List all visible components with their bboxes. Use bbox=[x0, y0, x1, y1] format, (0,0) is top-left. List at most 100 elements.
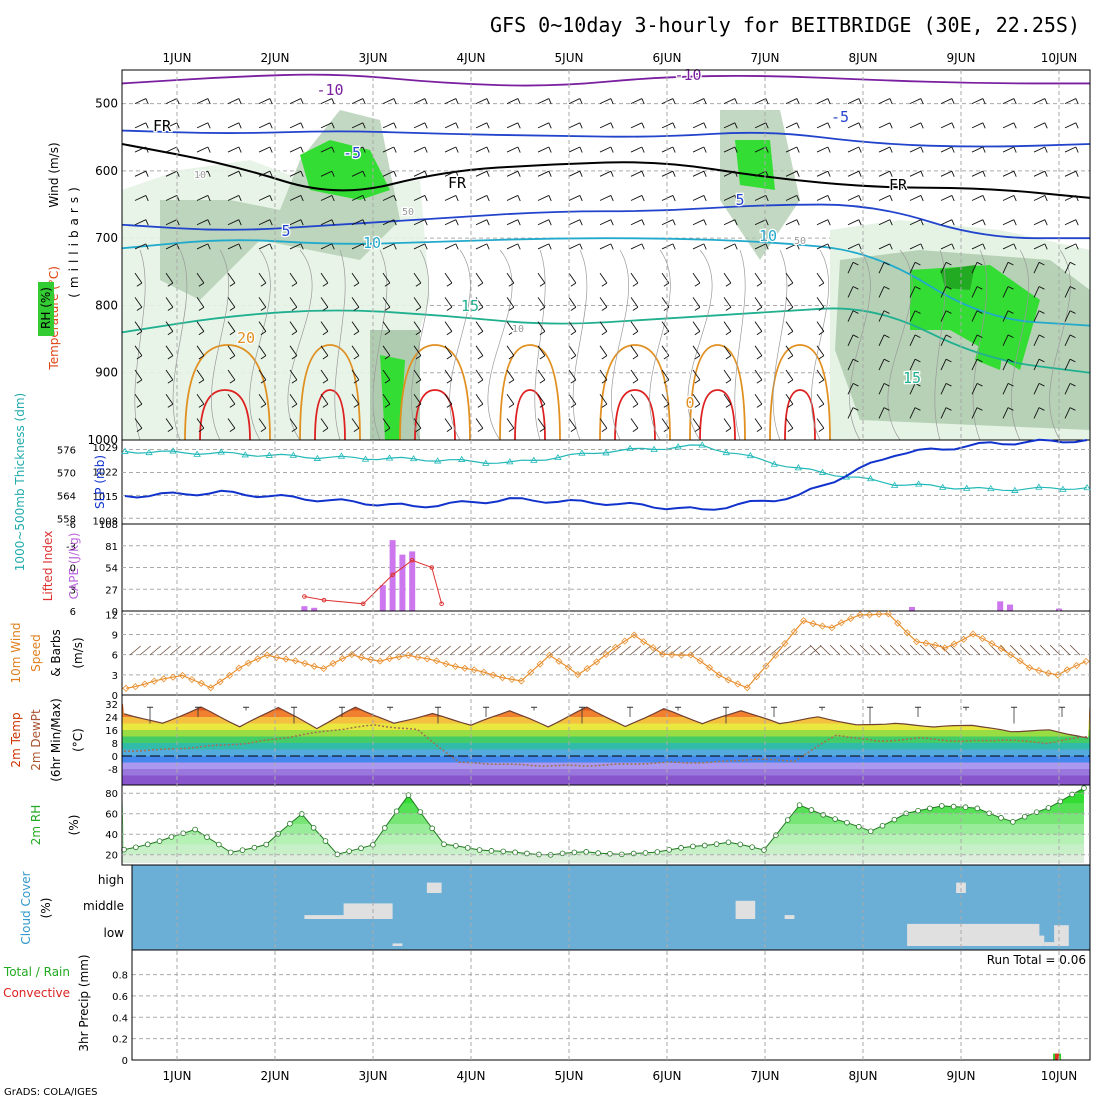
wind-barb-flag bbox=[353, 427, 360, 432]
wind-barb bbox=[134, 195, 147, 201]
rh-swatch bbox=[38, 282, 54, 336]
wind-barb-flag bbox=[1013, 146, 1017, 153]
wind-barb-flag bbox=[632, 306, 639, 311]
wind-barb bbox=[320, 170, 333, 177]
wind10-barb bbox=[329, 645, 341, 656]
wind-barb-flag bbox=[229, 379, 236, 384]
wind-barb-flag bbox=[1069, 334, 1076, 339]
wind-barb-flag bbox=[238, 195, 242, 202]
wind-barb bbox=[971, 383, 978, 395]
cape-tick: 81 bbox=[105, 542, 118, 553]
side-labels: Wind (m/s) Temperature (°C) RH (%) (mill… bbox=[3, 142, 107, 1051]
wind-barb bbox=[971, 243, 984, 250]
wind10-marker bbox=[922, 639, 930, 647]
wind-barb bbox=[661, 321, 670, 332]
label-precip-c: 3hr Precip (mm) bbox=[77, 954, 91, 1051]
wind-barb bbox=[599, 170, 612, 177]
wind-barb bbox=[320, 393, 329, 405]
wind10-marker bbox=[207, 684, 215, 692]
wind-barb-flag bbox=[167, 427, 174, 432]
wind-barb-flag bbox=[269, 243, 273, 250]
wind-barb-flag bbox=[291, 355, 298, 360]
date-label-bottom: 10JUN bbox=[1041, 1069, 1078, 1083]
wind-barb-flag bbox=[914, 334, 921, 339]
wind-barb-flag bbox=[796, 243, 800, 250]
wind-barb bbox=[351, 393, 360, 405]
wind-barb bbox=[320, 369, 329, 381]
wind-barb-flag bbox=[976, 310, 983, 314]
wind-barb bbox=[599, 195, 612, 201]
temp2m-line bbox=[123, 706, 1089, 739]
wind-barb-flag bbox=[694, 282, 701, 287]
wind-barb-flag bbox=[632, 427, 639, 432]
wind-barb-flag bbox=[362, 243, 366, 250]
label-rh2m-b: (%) bbox=[67, 815, 81, 836]
rh-marker bbox=[784, 817, 791, 823]
wind-barb bbox=[754, 345, 763, 356]
wind-barb-flag bbox=[982, 98, 986, 105]
wind-barb-flag bbox=[238, 243, 242, 250]
wind10-marker bbox=[197, 679, 205, 687]
wind-barb-flag bbox=[787, 306, 794, 311]
wind-barb bbox=[599, 369, 608, 381]
wind-barb bbox=[351, 345, 360, 356]
wind-barb bbox=[940, 286, 947, 298]
slp-thickness-panel: 558 564 570 576 1008 1015 1022 1029 bbox=[57, 438, 1091, 528]
wind10-barb bbox=[949, 644, 961, 656]
wind-barb-flag bbox=[415, 282, 422, 287]
date-label-bottom: 6JUN bbox=[653, 1069, 682, 1083]
wind-barb bbox=[289, 272, 298, 284]
cloud-block bbox=[1019, 935, 1045, 946]
wind-barb bbox=[289, 146, 302, 153]
warm-contour bbox=[399, 344, 471, 441]
thickness-marker bbox=[482, 459, 490, 466]
wind-barb bbox=[413, 272, 422, 284]
wind10-marker bbox=[385, 655, 394, 663]
wind-barb bbox=[692, 297, 701, 308]
wind-barb bbox=[692, 369, 701, 381]
wind-barb bbox=[661, 272, 670, 284]
wind-barb-flag bbox=[362, 195, 366, 202]
wind-barb bbox=[196, 345, 205, 356]
wind-barb bbox=[971, 122, 984, 129]
wind-barb-flag bbox=[291, 331, 298, 336]
wind-barb bbox=[351, 195, 364, 201]
wind10-barb bbox=[899, 644, 911, 656]
wind-barb bbox=[382, 418, 391, 429]
wind10-barb bbox=[749, 645, 761, 656]
wind-barb bbox=[289, 122, 302, 129]
wind10-marker bbox=[630, 631, 638, 639]
wind-barb-flag bbox=[914, 310, 921, 314]
cape-tick: 54 bbox=[105, 564, 118, 575]
wind10-barb bbox=[209, 645, 221, 656]
wind-barb bbox=[196, 297, 205, 308]
wind-barb bbox=[940, 122, 953, 129]
wind-barb bbox=[568, 345, 577, 356]
wind-barb-flag bbox=[517, 219, 521, 226]
wind-barb-flag bbox=[136, 355, 143, 360]
wind-barb-flag bbox=[136, 427, 143, 432]
wind-barb-flag bbox=[858, 195, 862, 202]
wind-barb bbox=[599, 418, 608, 429]
wind10-marker bbox=[658, 650, 667, 658]
wind-barb bbox=[785, 98, 798, 105]
wind-barb bbox=[351, 122, 364, 129]
wind-barb-flag bbox=[945, 286, 952, 290]
wind10-marker bbox=[640, 638, 648, 646]
contour-label: FR bbox=[153, 117, 172, 135]
warm-contour bbox=[199, 389, 251, 441]
wind-barb-flag bbox=[734, 243, 738, 250]
rh-marker bbox=[725, 839, 732, 846]
li-tick: -3 bbox=[66, 542, 76, 553]
wind-barb-flag bbox=[579, 243, 583, 250]
temp2m-tick: 16 bbox=[105, 726, 118, 737]
wind-barb-flag bbox=[725, 427, 732, 432]
wind-barb bbox=[1064, 219, 1077, 226]
wind-barb bbox=[1002, 195, 1015, 201]
wind10-barb bbox=[809, 644, 821, 656]
wind-barb bbox=[816, 98, 829, 105]
wind10-barb bbox=[349, 645, 361, 656]
temp-band bbox=[122, 717, 1090, 724]
wind-barb bbox=[165, 195, 178, 201]
wind10-tick: 0 bbox=[112, 691, 118, 702]
